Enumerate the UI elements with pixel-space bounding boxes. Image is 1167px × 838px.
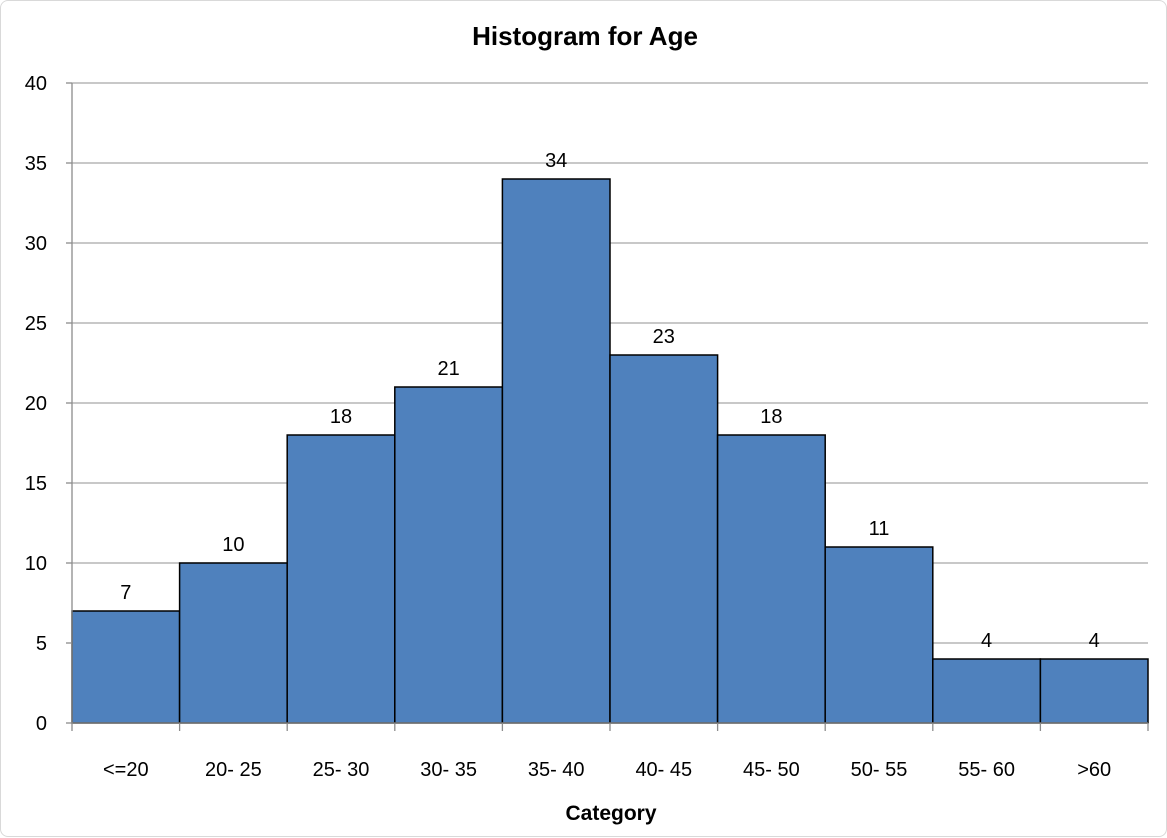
bar: [178, 562, 288, 724]
x-tick-label: 55- 60: [958, 759, 1015, 781]
y-tick-label: 30: [25, 233, 47, 255]
bar: [609, 354, 719, 724]
data-label: 4: [1089, 630, 1100, 652]
axes: [66, 82, 1149, 731]
y-tick-label: 35: [25, 153, 47, 175]
data-label: 18: [330, 406, 352, 428]
bar: [716, 434, 826, 724]
bar: [932, 658, 1042, 724]
x-tick-label: 20- 25: [205, 759, 262, 781]
y-tick-label: 5: [36, 633, 47, 655]
bar: [501, 178, 611, 724]
data-label: 4: [981, 630, 992, 652]
bar: [1039, 658, 1149, 724]
x-tick-label: 45- 50: [743, 759, 800, 781]
x-tick-label: 40- 45: [635, 759, 692, 781]
y-tick-label: 20: [25, 393, 47, 415]
x-tick-label: >60: [1077, 759, 1111, 781]
chart-title: Histogram for Age: [472, 21, 698, 51]
data-labels: 7 10 18 21 34 23 18 11 4 4: [120, 150, 1100, 652]
data-label: 23: [653, 326, 675, 348]
x-tick-label: 30- 35: [420, 759, 477, 781]
bar: [286, 434, 396, 724]
x-tick-label: <=20: [103, 759, 149, 781]
y-tick-label: 10: [25, 553, 47, 575]
data-label: 11: [869, 518, 890, 540]
bar: [394, 386, 504, 724]
x-tick-label: 35- 40: [528, 759, 585, 781]
y-tick-label: 25: [25, 313, 47, 335]
data-label: 34: [545, 150, 567, 172]
bars: [71, 178, 1149, 724]
y-tick-label: 40: [25, 73, 47, 95]
x-tick-label: 50- 55: [851, 759, 908, 781]
data-label: 21: [437, 358, 459, 380]
bar: [71, 610, 181, 724]
data-label: 7: [120, 582, 131, 604]
data-label: 10: [222, 534, 244, 556]
x-axis-tick-labels: <=20 20- 25 25- 30 30- 35 35- 40 40- 45 45- 50…: [103, 759, 1111, 781]
x-axis-title: Category: [565, 802, 656, 825]
y-tick-label: 15: [25, 473, 47, 495]
y-axis-tick-labels: 0 5 10 15 20 25 30 35 40: [25, 73, 47, 735]
data-label: 18: [760, 406, 782, 428]
x-tick-label: 25- 30: [313, 759, 370, 781]
bar: [824, 546, 934, 724]
y-tick-label: 0: [36, 713, 47, 735]
